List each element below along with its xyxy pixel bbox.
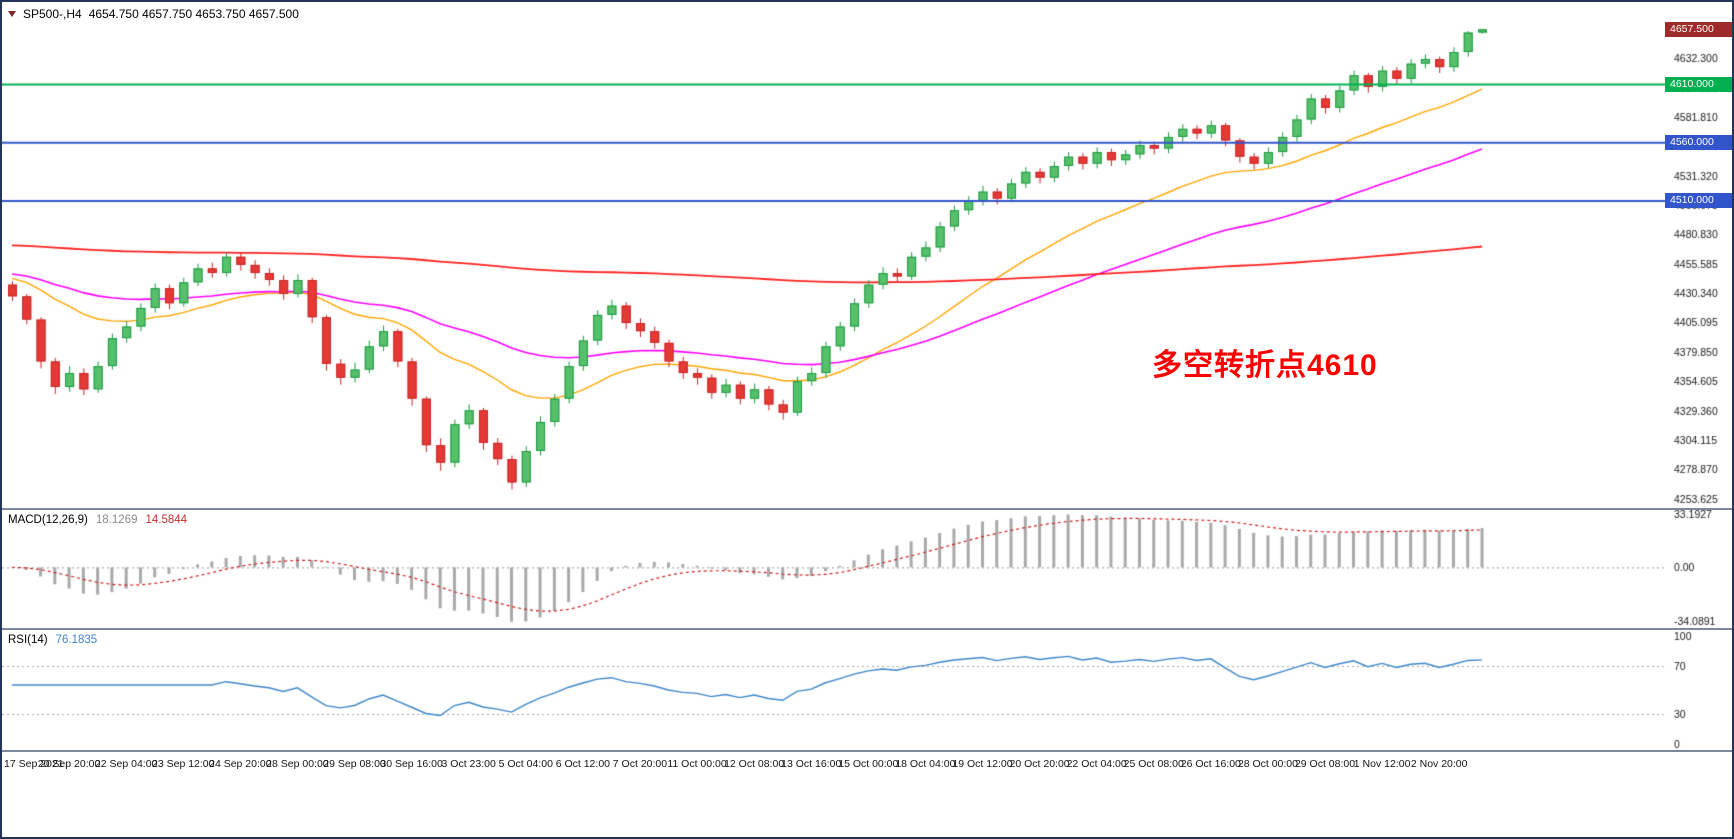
- time-axis-label: 26 Oct 16:00: [1180, 758, 1241, 770]
- current-price-tag: 4657.500: [1665, 21, 1732, 37]
- panel-resize-separator[interactable]: [2, 628, 1732, 630]
- time-axis-label: 20 Oct 20:00: [1009, 758, 1070, 770]
- time-axis-label: 15 Oct 00:00: [838, 758, 899, 770]
- time-axis-label: 28 Oct 00:00: [1237, 758, 1298, 770]
- price-level-tag-4510.000[interactable]: 4510.000: [1665, 193, 1732, 209]
- time-axis-label: 13 Oct 16:00: [781, 758, 842, 770]
- price-level-tag-4560.000[interactable]: 4560.000: [1665, 135, 1732, 151]
- time-axis-label: 22 Oct 04:00: [1066, 758, 1127, 770]
- time-axis-label: 12 Oct 08:00: [724, 758, 785, 770]
- main-chart-panel: SP500-,H4 4654.750 4657.750 4653.750 465…: [2, 2, 1732, 508]
- time-axis-label: 28 Sep 00:00: [266, 758, 329, 770]
- price-level-tag-4610.000[interactable]: 4610.000: [1665, 77, 1732, 93]
- time-axis-label: 22 Sep 04:00: [94, 758, 158, 770]
- macd-signal-value: 14.5844: [145, 514, 188, 526]
- time-axis-label: 29 Sep 08:00: [323, 758, 386, 770]
- rsi-value: 76.1835: [55, 634, 98, 646]
- time-axis-label: 1 Nov 12:00: [1353, 758, 1411, 770]
- time-axis-label: 25 Oct 08:00: [1123, 758, 1184, 770]
- candlestick-chart-canvas[interactable]: [2, 2, 1732, 508]
- macd-panel: MACD(12,26,9) 18.1269 14.5844: [2, 510, 1732, 628]
- panel-resize-separator[interactable]: [2, 750, 1732, 752]
- symbol-timeframe: SP500-,H4: [23, 7, 82, 21]
- macd-name: MACD(12,26,9): [8, 514, 88, 526]
- rsi-panel: RSI(14) 76.1835: [2, 630, 1732, 750]
- time-axis-label: 5 Oct 04:00: [498, 758, 553, 770]
- panel-resize-separator[interactable]: [2, 508, 1732, 510]
- rsi-chart-canvas[interactable]: [2, 630, 1732, 750]
- time-axis-label: 17 Sep 2021: [4, 758, 64, 770]
- macd-main-value: 18.1269: [95, 514, 138, 526]
- time-axis-label: 6 Oct 12:00: [555, 758, 611, 770]
- ohlc-values: 4654.750 4657.750 4653.750 4657.500: [88, 7, 299, 21]
- time-axis-label: 2 Nov 20:00: [1410, 758, 1468, 770]
- time-axis-label: 3 Oct 23:00: [441, 758, 496, 770]
- time-axis-label: 11 Oct 00:00: [667, 758, 727, 770]
- time-axis[interactable]: 17 Sep 2021 20 Sep 20:00 22 Sep 04:00 23 Se…: [2, 752, 1732, 837]
- chart-title: SP500-,H4 4654.750 4657.750 4653.750 465…: [8, 7, 299, 21]
- macd-label: MACD(12,26,9) 18.1269 14.5844: [8, 514, 187, 526]
- rsi-name: RSI(14): [8, 634, 48, 646]
- time-axis-label: 18 Oct 04:00: [895, 758, 956, 770]
- time-axis-label: 19 Oct 12:00: [952, 758, 1013, 770]
- time-axis-label: 7 Oct 20:00: [612, 758, 668, 770]
- time-axis-label: 23 Sep 12:00: [152, 758, 215, 770]
- time-axis-label: 20 Sep 20:00: [37, 758, 101, 770]
- time-axis-label: 29 Oct 08:00: [1294, 758, 1356, 770]
- chart-annotation-text[interactable]: 多空转折点4610: [1152, 349, 1378, 382]
- macd-chart-canvas[interactable]: [2, 510, 1732, 628]
- rsi-label: RSI(14) 76.1835: [8, 634, 97, 646]
- time-axis-label: 24 Sep 20:00: [209, 758, 272, 770]
- time-axis-label: 30 Sep 16:00: [380, 758, 443, 770]
- chart-marker-icon: [8, 11, 16, 17]
